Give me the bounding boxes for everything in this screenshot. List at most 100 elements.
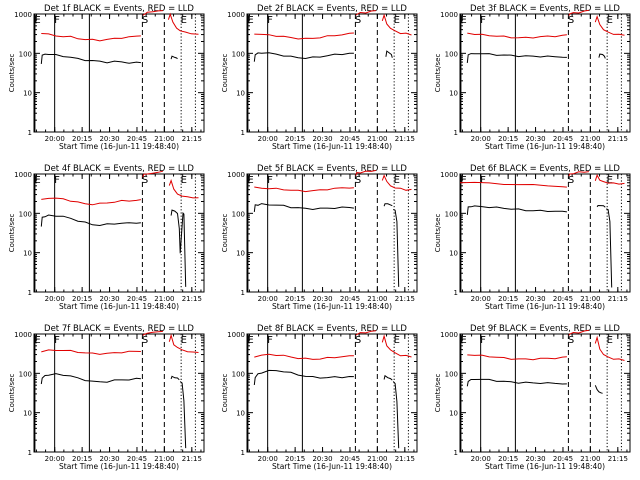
- series-line-lld: [459, 181, 567, 188]
- y-tick-label: 100: [232, 370, 245, 378]
- detector-panel: Det 4f BLACK = Events, RED = LLD 1 10 100 10…: [8, 164, 205, 311]
- x-axis-label: Start Time (16-Jun-11 19:48:40): [485, 462, 605, 471]
- x-tick-label: 21:15: [608, 135, 628, 143]
- series-line-lld: [568, 9, 589, 16]
- panel-title: Det 5f BLACK = Events, RED = LLD: [257, 164, 407, 174]
- series-line-events: [606, 208, 613, 288]
- series-line-lld: [142, 170, 164, 178]
- x-tick-label: 20:45: [553, 295, 573, 303]
- event-marker-letter: E: [247, 15, 253, 26]
- x-tick-label: 21:00: [580, 295, 600, 303]
- y-tick-label: 10: [236, 90, 245, 98]
- x-tick-label: 20:15: [285, 295, 305, 303]
- x-tick-label: 21:00: [154, 455, 174, 463]
- x-tick-label: 20:30: [312, 135, 332, 143]
- series-line-lld: [568, 329, 589, 336]
- y-tick-label: 100: [19, 50, 32, 58]
- series-line-lld: [168, 333, 199, 353]
- x-tick-label: 20:15: [285, 455, 305, 463]
- event-marker-letter: E: [394, 335, 400, 346]
- series-line-events: [253, 203, 354, 212]
- detector-panel: Det 6f BLACK = Events, RED = LLD 1 10 100 10…: [434, 164, 631, 311]
- event-marker-letter: E: [34, 335, 40, 346]
- event-marker-letter: E: [181, 15, 187, 26]
- x-axis-label: Start Time (16-Jun-11 19:48:40): [59, 462, 179, 471]
- y-tick-label: 1: [454, 449, 458, 457]
- series-line-events: [596, 204, 606, 208]
- event-marker-letter: E: [394, 175, 400, 186]
- x-tick-label: 21:15: [182, 135, 202, 143]
- x-axis-label: Start Time (16-Jun-11 19:48:40): [485, 302, 605, 311]
- x-tick-label: 21:15: [182, 295, 202, 303]
- x-tick-label: 21:15: [182, 455, 202, 463]
- x-tick-label: 21:00: [367, 295, 387, 303]
- event-marker-letter: S: [568, 15, 574, 26]
- event-marker-letter: E: [181, 335, 187, 346]
- y-axis-label: Counts/sec: [221, 54, 229, 93]
- event-marker-letter: F: [267, 15, 273, 26]
- x-tick-label: 20:15: [72, 455, 92, 463]
- x-tick-label: 21:15: [608, 455, 628, 463]
- series-line-events: [466, 378, 567, 387]
- y-tick-label: 10: [449, 250, 458, 258]
- x-tick-label: 20:00: [471, 135, 491, 143]
- event-marker-letter: F: [480, 175, 486, 186]
- plot-frame: [246, 13, 418, 133]
- panel-title: Det 9f BLACK = Events, RED = LLD: [470, 324, 620, 334]
- event-marker-letter: E: [394, 15, 400, 26]
- y-tick-label: 1000: [440, 171, 458, 179]
- detector-panel: Det 1f BLACK = Events, RED = LLD 1 10 100 10…: [8, 4, 205, 151]
- y-axis-label: Counts/sec: [8, 54, 16, 93]
- y-tick-label: 1: [241, 289, 245, 297]
- x-tick-label: 20:00: [258, 295, 278, 303]
- event-marker-letter: S: [355, 335, 361, 346]
- y-axis-label: Counts/sec: [8, 374, 16, 413]
- x-tick-label: 20:00: [45, 135, 65, 143]
- y-tick-label: 1000: [227, 171, 245, 179]
- series-line-lld: [467, 32, 567, 39]
- y-tick-label: 100: [445, 370, 458, 378]
- x-tick-label: 20:00: [258, 135, 278, 143]
- y-tick-label: 1: [241, 129, 245, 137]
- x-tick-label: 20:30: [99, 455, 119, 463]
- plot-frame: [33, 13, 205, 133]
- y-tick-label: 10: [23, 410, 32, 418]
- x-axis-label: Start Time (16-Jun-11 19:48:40): [485, 142, 605, 151]
- panel-title: Det 4f BLACK = Events, RED = LLD: [44, 164, 194, 174]
- panel-title: Det 1f BLACK = Events, RED = LLD: [44, 4, 194, 14]
- x-tick-label: 20:45: [127, 455, 147, 463]
- y-tick-label: 10: [23, 90, 32, 98]
- panel-title: Det 8f BLACK = Events, RED = LLD: [257, 324, 407, 334]
- y-tick-label: 1000: [14, 331, 32, 339]
- series-line-events: [253, 369, 354, 386]
- x-tick-label: 20:30: [312, 455, 332, 463]
- y-tick-label: 1000: [440, 11, 458, 19]
- event-marker-letter: F: [480, 335, 486, 346]
- y-tick-label: 100: [232, 50, 245, 58]
- event-marker-letter: E: [247, 335, 253, 346]
- series-line-lld: [254, 32, 354, 40]
- plot-frame: [33, 173, 205, 293]
- series-line-lld: [594, 173, 625, 185]
- series-line-events: [179, 381, 187, 449]
- y-tick-label: 1000: [440, 331, 458, 339]
- x-tick-label: 21:00: [367, 455, 387, 463]
- plot-frame: [459, 13, 631, 133]
- x-tick-label: 21:15: [395, 455, 415, 463]
- plot-frame: [33, 333, 205, 453]
- plot-frame: [459, 333, 631, 453]
- event-marker-letter: E: [34, 15, 40, 26]
- x-tick-label: 20:00: [258, 455, 278, 463]
- y-tick-label: 1: [28, 289, 32, 297]
- y-axis-label: Counts/sec: [221, 214, 229, 253]
- series-line-events: [466, 53, 567, 63]
- y-tick-label: 100: [19, 370, 32, 378]
- series-line-lld: [568, 171, 589, 177]
- series-line-lld: [167, 12, 199, 35]
- x-tick-label: 20:15: [498, 135, 518, 143]
- event-marker-letter: E: [460, 175, 466, 186]
- series-line-events: [170, 55, 178, 60]
- x-tick-label: 20:45: [127, 295, 147, 303]
- series-line-events: [393, 208, 400, 287]
